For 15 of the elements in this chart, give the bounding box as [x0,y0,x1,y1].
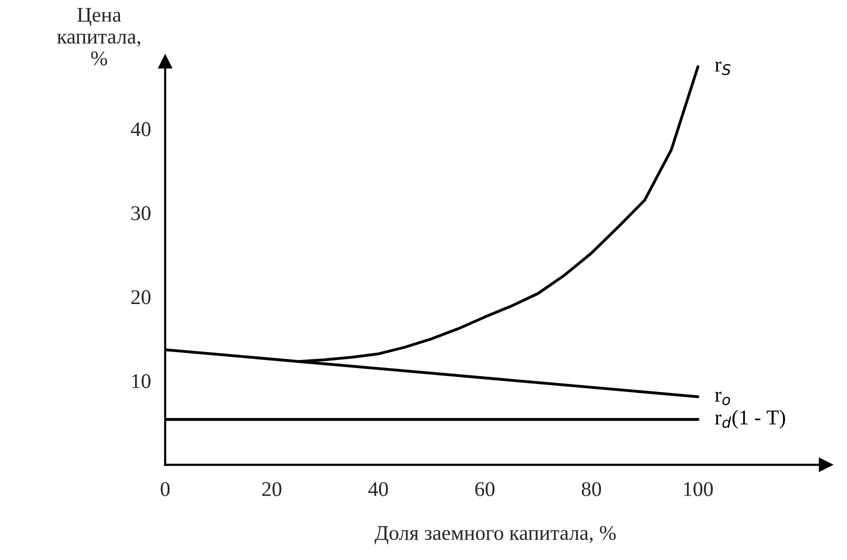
y-tick-label: 40 [130,122,150,136]
y-tick-label: 20 [131,290,150,304]
x-tick-label: 40 [368,482,388,496]
series-label: r$_{o}$ [715,392,730,406]
x-axis-title: Доля заемного капитала, % [374,526,616,544]
y-tick-label: 10 [132,374,150,388]
y-axis-title: Цена капитала, % [57,8,140,66]
x-tick-label: 80 [582,482,602,496]
series-label: r$_{S}$ [715,62,731,76]
series-label: r$_{d}$(1 - T) [715,410,786,429]
x-tick-label: 20 [262,482,282,496]
y-tick-label: 30 [131,206,150,220]
x-tick-label: 0 [160,482,170,496]
x-tick-label: 60 [475,482,494,496]
x-tick-label: 100 [684,482,713,496]
